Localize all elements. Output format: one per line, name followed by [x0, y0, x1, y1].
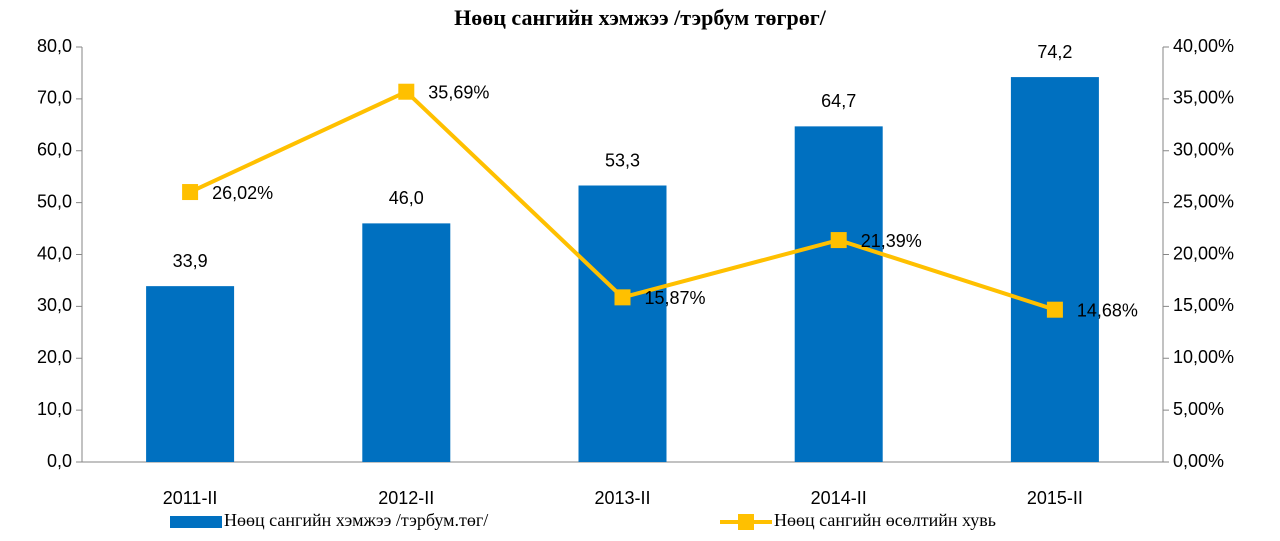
y-tick-label: 40,0	[37, 243, 72, 263]
y-tick-label: 30,0	[37, 295, 72, 315]
bar-value-label: 53,3	[605, 150, 640, 170]
y2-tick-label: 25,00%	[1173, 191, 1234, 211]
x-tick-label: 2014-II	[811, 488, 867, 508]
line-value-label: 35,69%	[428, 82, 489, 102]
x-tick-label: 2012-II	[378, 488, 434, 508]
x-tick-label: 2011-II	[163, 488, 218, 508]
y-tick-label: 80,0	[37, 36, 72, 56]
y-tick-label: 60,0	[37, 140, 72, 160]
y2-tick-label: 30,00%	[1173, 140, 1234, 160]
y2-tick-label: 40,00%	[1173, 36, 1234, 56]
line-value-label: 21,39%	[861, 231, 922, 251]
y-tick-label: 70,0	[37, 88, 72, 108]
legend-label: Нөөц сангийн өсөлтийн хувь	[774, 510, 996, 530]
bar	[146, 286, 235, 462]
y2-tick-label: 0,00%	[1173, 451, 1224, 471]
chart-title: Нөөц сангийн хэмжээ /тэрбум төгрөг/	[454, 5, 827, 30]
y2-tick-label: 10,00%	[1173, 347, 1234, 367]
line-marker	[398, 83, 415, 100]
line-marker	[182, 184, 199, 201]
line-value-label: 14,68%	[1077, 300, 1138, 320]
y2-tick-label: 35,00%	[1173, 88, 1234, 108]
line-value-label: 26,02%	[212, 183, 273, 203]
bar	[1010, 77, 1099, 463]
line-value-label: 15,87%	[645, 288, 706, 308]
y-tick-label: 10,0	[37, 399, 72, 419]
bar	[578, 185, 667, 462]
y2-tick-label: 15,00%	[1173, 295, 1234, 315]
bar	[794, 126, 883, 463]
legend-label: Нөөц сангийн хэмжээ /тэрбум.төг/	[224, 510, 488, 530]
x-tick-label: 2015-II	[1027, 488, 1083, 508]
line-marker	[614, 289, 631, 306]
bar-value-label: 46,0	[389, 188, 424, 208]
bar-value-label: 64,7	[821, 91, 856, 111]
legend-swatch	[738, 514, 754, 530]
x-tick-label: 2013-II	[594, 488, 650, 508]
bar-value-label: 74,2	[1037, 42, 1072, 62]
y-tick-label: 0,0	[47, 451, 72, 471]
line-marker	[830, 232, 847, 249]
y2-tick-label: 5,00%	[1173, 399, 1224, 419]
bar-value-label: 33,9	[173, 251, 208, 271]
line-marker	[1046, 301, 1063, 318]
y-tick-label: 20,0	[37, 347, 72, 367]
y-tick-label: 50,0	[37, 191, 72, 211]
y2-tick-label: 20,00%	[1173, 243, 1234, 263]
bar	[362, 223, 451, 462]
legend-swatch	[170, 516, 222, 528]
